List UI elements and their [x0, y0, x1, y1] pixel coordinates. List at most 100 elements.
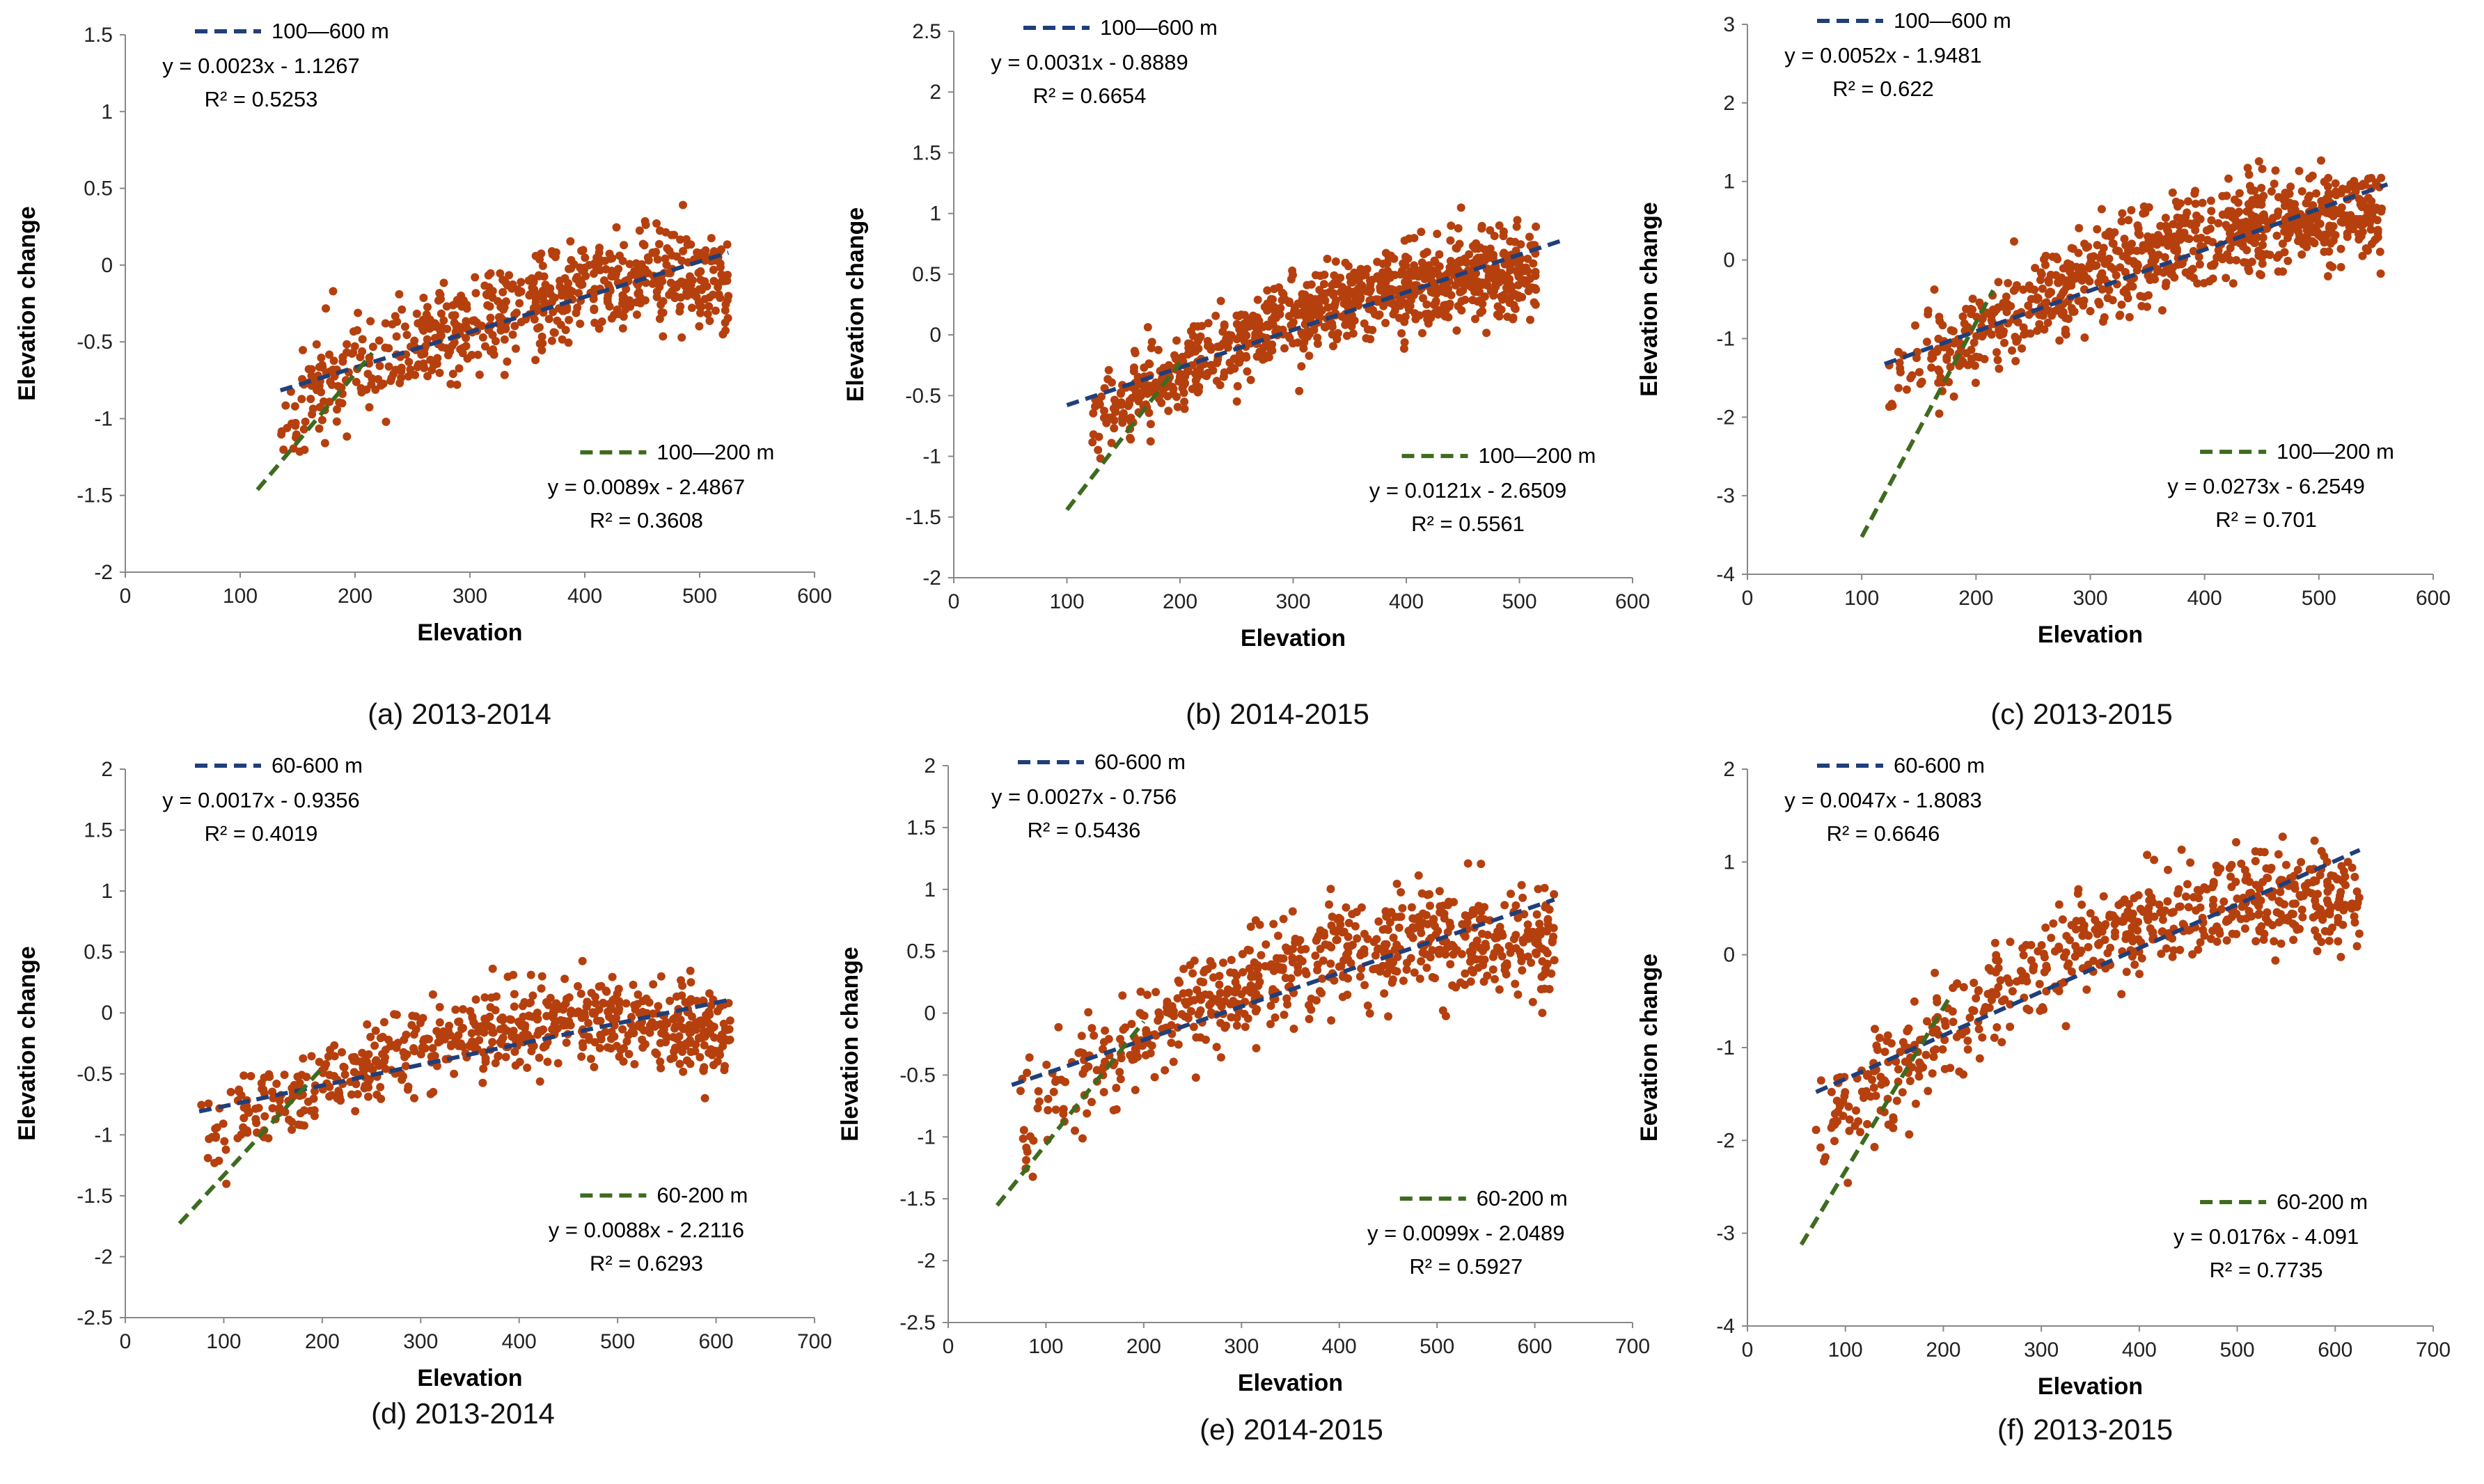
data-point — [2343, 229, 2352, 238]
data-point — [1236, 354, 1245, 363]
data-point — [1500, 961, 1509, 970]
data-point — [2357, 182, 2366, 191]
data-point — [401, 1061, 410, 1071]
data-point — [1229, 363, 1238, 372]
data-point — [2158, 927, 2167, 936]
data-point — [1270, 285, 1279, 294]
data-point — [2334, 913, 2343, 922]
data-point — [607, 314, 616, 323]
data-point — [2231, 878, 2240, 886]
data-point — [1948, 1007, 1957, 1016]
data-point — [656, 1039, 665, 1048]
data-point — [2270, 180, 2279, 188]
data-point — [297, 1121, 306, 1130]
data-point — [1927, 363, 1936, 372]
data-point — [1022, 1155, 1030, 1165]
data-point — [1547, 969, 1556, 978]
fit-line-low-range — [256, 352, 375, 491]
data-point — [1516, 947, 1525, 956]
legend-series-name: 100—600 m — [1894, 8, 2011, 33]
data-point — [2207, 216, 2216, 225]
data-point — [2108, 296, 2117, 305]
y-tick-label: 1.5 — [906, 816, 936, 839]
data-point — [2164, 932, 2174, 941]
data-point — [1107, 439, 1116, 448]
data-point — [487, 1023, 496, 1032]
data-point — [2350, 912, 2359, 921]
data-point — [416, 1050, 425, 1059]
data-point — [1395, 313, 1404, 322]
data-point — [1023, 1068, 1032, 1078]
data-point — [2185, 926, 2194, 935]
data-point — [723, 271, 732, 279]
data-point — [1424, 261, 1433, 270]
data-point — [1282, 943, 1290, 952]
y-tick-label: 0 — [101, 254, 113, 277]
data-point — [2357, 203, 2366, 212]
fit-r-squared: R² = 0.5927 — [1409, 1254, 1523, 1279]
data-point — [1296, 310, 1305, 319]
data-point — [2054, 945, 2064, 954]
data-point — [2280, 248, 2289, 257]
data-point — [1940, 1017, 1949, 1026]
data-point — [1305, 1001, 1313, 1010]
data-point — [2150, 913, 2159, 921]
data-point — [1493, 943, 1502, 952]
data-point — [1933, 347, 1942, 356]
data-point — [1489, 291, 1498, 300]
data-point — [676, 235, 685, 244]
data-point — [467, 1029, 476, 1038]
data-point — [2116, 917, 2125, 926]
data-point — [1984, 964, 1993, 972]
data-point — [579, 246, 588, 255]
data-point — [471, 273, 480, 282]
data-point — [308, 410, 317, 419]
fit-r-squared: R² = 0.6646 — [1827, 821, 1940, 846]
data-point — [2093, 225, 2102, 234]
data-point — [1220, 368, 1229, 377]
data-point — [2216, 864, 2225, 873]
data-point — [2265, 251, 2274, 260]
data-point — [1084, 1062, 1093, 1071]
data-point — [1946, 1064, 1955, 1073]
x-tick-label: 0 — [943, 1335, 954, 1358]
data-point — [2368, 212, 2377, 221]
data-point — [2077, 265, 2086, 274]
y-tick-label: -0.5 — [905, 384, 941, 407]
data-point — [2128, 282, 2137, 291]
data-point — [349, 348, 358, 357]
data-point — [1952, 979, 1961, 988]
data-point — [2328, 262, 2337, 271]
data-point — [1820, 1157, 1828, 1166]
y-tick-label: 2 — [1723, 758, 1735, 781]
data-point — [1422, 300, 1431, 309]
data-point — [1872, 1041, 1881, 1050]
data-point — [404, 358, 414, 366]
data-point — [1397, 887, 1406, 897]
data-point — [2043, 318, 2052, 327]
data-point — [2338, 184, 2347, 194]
data-point — [2203, 236, 2212, 245]
data-point — [1435, 887, 1444, 896]
data-point — [1971, 379, 1980, 387]
data-point — [1241, 324, 1250, 333]
data-point — [1929, 1052, 1938, 1061]
data-point — [473, 318, 481, 327]
data-point — [2198, 198, 2207, 207]
data-point — [1411, 315, 1420, 324]
data-point — [1315, 313, 1324, 322]
x-tick-label: 500 — [2220, 1339, 2255, 1361]
data-point — [1136, 987, 1145, 996]
data-point — [2192, 234, 2201, 243]
data-point — [1550, 956, 1559, 965]
data-point — [686, 997, 695, 1006]
data-point — [1542, 927, 1551, 936]
data-point — [1141, 1051, 1150, 1059]
data-point — [1974, 1025, 1983, 1034]
y-axis-label: Eevation change — [1636, 954, 1662, 1142]
data-point — [1232, 335, 1241, 344]
data-point — [1249, 983, 1258, 992]
data-point — [1502, 970, 1511, 979]
data-point — [1124, 402, 1133, 411]
data-point — [1169, 1057, 1178, 1066]
